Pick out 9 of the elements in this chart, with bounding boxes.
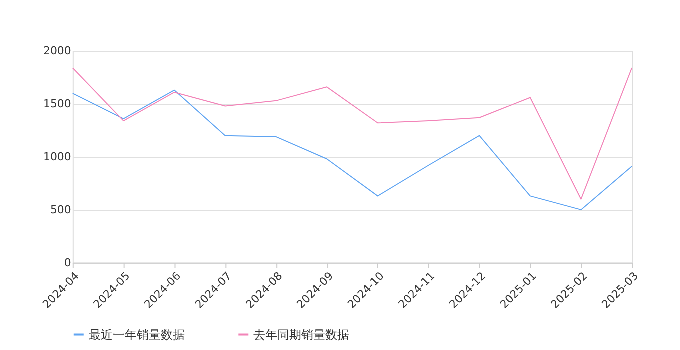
y-tick-label: 500: [50, 203, 72, 216]
line-series: [72, 90, 633, 210]
legend-label: 最近一年销量数据: [88, 328, 185, 342]
y-tick-label: 1000: [43, 150, 72, 164]
y-tick-label: 1500: [43, 98, 72, 111]
y-tick-label: 0: [64, 256, 72, 270]
line-series: [72, 68, 633, 200]
y-tick-label: 2000: [43, 44, 72, 58]
legend-label: 去年同期销量数据: [254, 328, 350, 342]
